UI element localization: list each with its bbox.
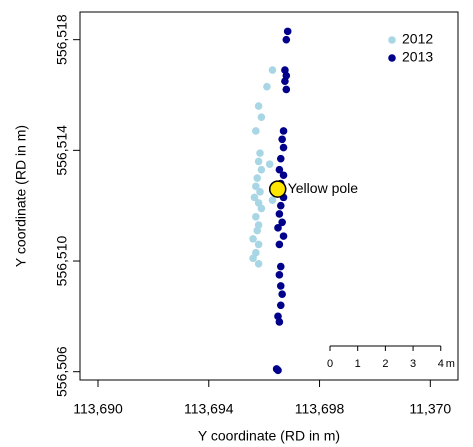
point [279,143,288,152]
point [252,212,260,221]
point [278,218,286,227]
point [257,113,266,121]
scale-label: 0 [327,358,333,370]
point [275,240,284,249]
point [254,157,263,166]
point [265,160,274,168]
point [281,77,289,85]
point [249,235,257,243]
point [274,366,282,375]
point [256,149,264,157]
y-axis-title: Y coordinate (RD in m) [13,125,29,267]
point [283,27,292,36]
x-tick-label: 11,370 [409,401,451,417]
point [253,174,262,182]
point [274,224,282,232]
point [257,204,266,213]
x-tick-label: 113,690 [73,401,123,417]
point [279,171,288,180]
scale-unit: m [446,358,455,370]
point [275,210,284,218]
point [252,127,260,135]
plot-frame [79,11,459,381]
x-tick-label: 113,694 [184,401,234,417]
x-tick-label: 113,698 [295,401,345,417]
y-tick-label: 556,514 [54,125,70,176]
point [276,282,285,290]
point [253,226,262,235]
scale-label: 1 [355,358,361,370]
legend-label: 2012 [402,31,433,47]
point [276,201,285,210]
point [254,102,263,110]
y-tick-label: 556,506 [54,346,70,397]
point [254,240,263,249]
point [268,196,277,204]
point [275,318,284,326]
point [279,232,288,240]
yellow-pole [268,180,287,198]
point [257,165,266,174]
point [278,290,286,299]
legend-label: 2013 [402,49,433,65]
scale-label: 4 [438,358,444,370]
point [282,85,291,94]
y-tick-label: 556,518 [54,14,70,65]
point [252,182,260,191]
point [276,154,285,163]
x-axis-title: Y coordinate (RD in m) [198,428,340,444]
point [278,135,286,144]
point [282,35,291,44]
point [256,188,264,196]
scale-label: 2 [382,358,388,370]
point [276,262,285,271]
point [254,259,263,268]
point [263,82,271,91]
point [276,301,285,310]
point [249,254,257,263]
point [279,127,288,135]
legend-marker [388,54,396,62]
annotation-label: Yellow pole [288,180,359,196]
legend-marker [388,36,396,44]
point [275,271,284,279]
scale-label: 3 [410,358,416,370]
point [268,66,277,74]
point [250,193,259,202]
y-tick-label: 556,510 [54,236,70,287]
point [275,165,284,174]
